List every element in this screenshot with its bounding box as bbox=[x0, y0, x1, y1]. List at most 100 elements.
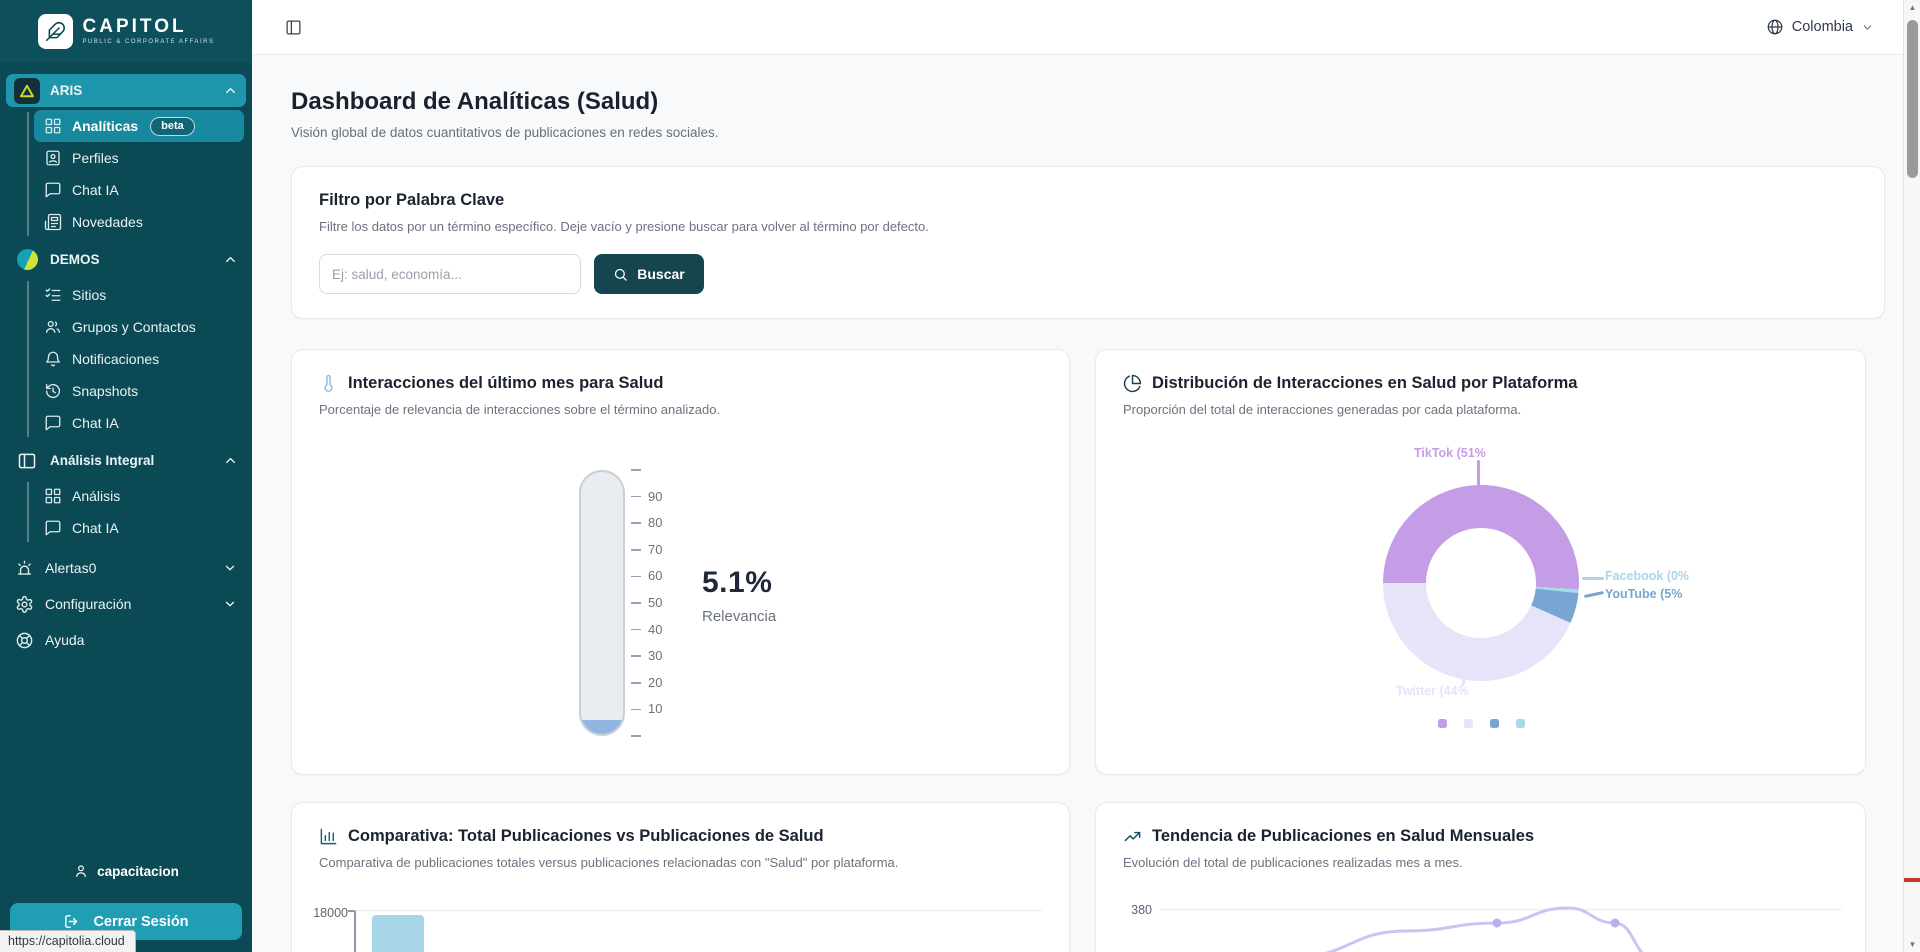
thermometer-icon bbox=[319, 374, 338, 393]
section-label: ARIS bbox=[50, 83, 83, 98]
checklist-icon bbox=[44, 286, 62, 304]
item-label: Grupos y Contactos bbox=[72, 319, 196, 335]
item-label: Novedades bbox=[72, 214, 143, 230]
y-axis-tick-label: 18000 bbox=[313, 906, 348, 920]
sidebar-item-ayuda[interactable]: Ayuda bbox=[0, 622, 252, 658]
brand-header: CAPITOL PUBLIC & CORPORATE AFFAIRS bbox=[0, 0, 252, 62]
donut-label-youtube: YouTube (5% bbox=[1605, 587, 1683, 601]
history-icon bbox=[44, 382, 62, 400]
capitol-logo-icon bbox=[37, 13, 73, 49]
sidebar-item-configuracion[interactable]: Configuración bbox=[0, 586, 252, 622]
username: capacitacion bbox=[97, 863, 179, 879]
grid-icon bbox=[44, 117, 62, 135]
scrollbar[interactable]: ▲ ▼ bbox=[1903, 0, 1920, 952]
item-label: Chat IA bbox=[72, 415, 119, 431]
page-title: Dashboard de Analíticas (Salud) bbox=[291, 88, 659, 115]
donut-label-tiktok: TikTok (51% bbox=[1414, 446, 1486, 460]
sidebar-item-grupos-contactos[interactable]: Grupos y Contactos bbox=[34, 311, 244, 343]
sidebar-item-snapshots[interactable]: Snapshots bbox=[34, 375, 244, 407]
search-button[interactable]: Buscar bbox=[594, 254, 704, 294]
card-title: Comparativa: Total Publicaciones vs Publ… bbox=[348, 827, 824, 845]
scrollbar-thumb[interactable] bbox=[1907, 20, 1918, 178]
donut-callout-facebook bbox=[1582, 577, 1604, 580]
card-description: Evolución del total de publicaciones rea… bbox=[1123, 855, 1463, 870]
item-label: Chat IA bbox=[72, 520, 119, 536]
sidebar-nav: ARIS Analíticas beta Perfiles Chat IA No… bbox=[0, 62, 252, 863]
card-description: Porcentaje de relevancia de interaccione… bbox=[319, 402, 721, 417]
link-label: Alertas0 bbox=[45, 560, 97, 576]
card-comparative: Comparativa: Total Publicaciones vs Publ… bbox=[291, 802, 1070, 952]
card-interactions: Interacciones del último mes para Salud … bbox=[291, 349, 1070, 775]
id-card-icon bbox=[44, 149, 62, 167]
y-axis-tick-label: 380 bbox=[1131, 903, 1152, 917]
country-selector[interactable]: Colombia bbox=[1766, 18, 1874, 36]
panel-icon bbox=[14, 451, 40, 471]
panel-left-icon bbox=[285, 19, 302, 36]
brand-name: CAPITOL bbox=[82, 16, 187, 37]
card-distribution: Distribución de Interacciones en Salud p… bbox=[1095, 349, 1866, 775]
legend-dot-twitter[interactable] bbox=[1463, 719, 1473, 728]
card-title: Tendencia de Publicaciones en Salud Mens… bbox=[1152, 827, 1535, 845]
donut-chart bbox=[1383, 485, 1579, 681]
sidebar-item-alertas[interactable]: Alertas0 bbox=[0, 550, 252, 586]
sidebar-section-demos[interactable]: DEMOS bbox=[6, 243, 246, 276]
thermometer-ticks: 10 20 30 40 50 60 70 80 90 bbox=[631, 469, 701, 737]
search-icon bbox=[613, 267, 628, 282]
donut-legend[interactable] bbox=[1383, 719, 1579, 728]
sidebar-item-perfiles[interactable]: Perfiles bbox=[34, 142, 244, 174]
link-label: Ayuda bbox=[45, 632, 85, 648]
chevron-up-icon bbox=[223, 83, 238, 98]
current-user: capacitacion bbox=[0, 863, 252, 879]
item-label: Snapshots bbox=[72, 383, 139, 399]
sidebar: CAPITOL PUBLIC & CORPORATE AFFAIRS ARIS … bbox=[0, 0, 252, 952]
sidebar-item-chat-ia-demos[interactable]: Chat IA bbox=[34, 407, 244, 439]
item-label: Chat IA bbox=[72, 182, 119, 198]
sidebar-section-aris[interactable]: ARIS bbox=[6, 74, 246, 107]
item-label: Analíticas bbox=[72, 118, 139, 134]
bar-chart-icon bbox=[319, 827, 338, 846]
item-label: Perfiles bbox=[72, 150, 119, 166]
aris-logo-icon bbox=[14, 77, 40, 104]
link-label: Configuración bbox=[45, 596, 132, 612]
sidebar-item-novedades[interactable]: Novedades bbox=[34, 206, 244, 238]
chat-icon bbox=[44, 519, 62, 537]
globe-icon bbox=[1766, 18, 1784, 36]
legend-dot-youtube[interactable] bbox=[1489, 719, 1499, 728]
sidebar-item-notificaciones[interactable]: Notificaciones bbox=[34, 343, 244, 375]
sidebar-item-analisis[interactable]: Análisis bbox=[34, 480, 244, 512]
scrollbar-down-arrow[interactable]: ▼ bbox=[1908, 940, 1917, 949]
page-content: Dashboard de Analíticas (Salud) Visión g… bbox=[252, 55, 1920, 952]
newspaper-icon bbox=[44, 213, 62, 231]
chat-icon bbox=[44, 181, 62, 199]
sidebar-item-chat-ia-integral[interactable]: Chat IA bbox=[34, 512, 244, 544]
relevance-value: 5.1% bbox=[702, 566, 773, 599]
sidebar-section-analisis-integral[interactable]: Análisis Integral bbox=[6, 444, 246, 477]
y-axis-line bbox=[354, 910, 356, 952]
card-description: Proporción del total de interacciones ge… bbox=[1123, 402, 1522, 417]
search-button-label: Buscar bbox=[637, 266, 685, 282]
legend-dot-facebook[interactable] bbox=[1515, 719, 1525, 728]
help-icon bbox=[15, 631, 34, 650]
chevron-up-icon bbox=[223, 252, 238, 267]
thermometer-fill bbox=[581, 720, 623, 734]
beta-badge: beta bbox=[150, 116, 195, 136]
sidebar-item-sitios[interactable]: Sitios bbox=[34, 279, 244, 311]
chevron-up-icon bbox=[223, 453, 238, 468]
status-url-bubble: https://capitolia.cloud bbox=[0, 930, 136, 952]
legend-dot-tiktok[interactable] bbox=[1437, 719, 1447, 728]
chevron-down-icon bbox=[1861, 21, 1874, 34]
gridline bbox=[1160, 909, 1842, 910]
logout-icon bbox=[63, 913, 80, 930]
sidebar-item-chat-ia-aris[interactable]: Chat IA bbox=[34, 174, 244, 206]
relevance-value-block: 5.1% Relevancia bbox=[702, 566, 776, 625]
sidebar-item-analiticas[interactable]: Analíticas beta bbox=[34, 110, 244, 142]
chevron-down-icon bbox=[223, 597, 237, 611]
keyword-input[interactable] bbox=[319, 254, 581, 294]
section-label: DEMOS bbox=[50, 252, 100, 267]
item-label: Análisis bbox=[72, 488, 121, 504]
user-icon bbox=[73, 863, 89, 879]
sidebar-toggle-button[interactable] bbox=[285, 19, 302, 36]
topbar: Colombia bbox=[252, 0, 1920, 55]
card-description: Comparativa de publicaciones totales ver… bbox=[319, 855, 899, 870]
scrollbar-up-arrow[interactable]: ▲ bbox=[1908, 3, 1917, 12]
